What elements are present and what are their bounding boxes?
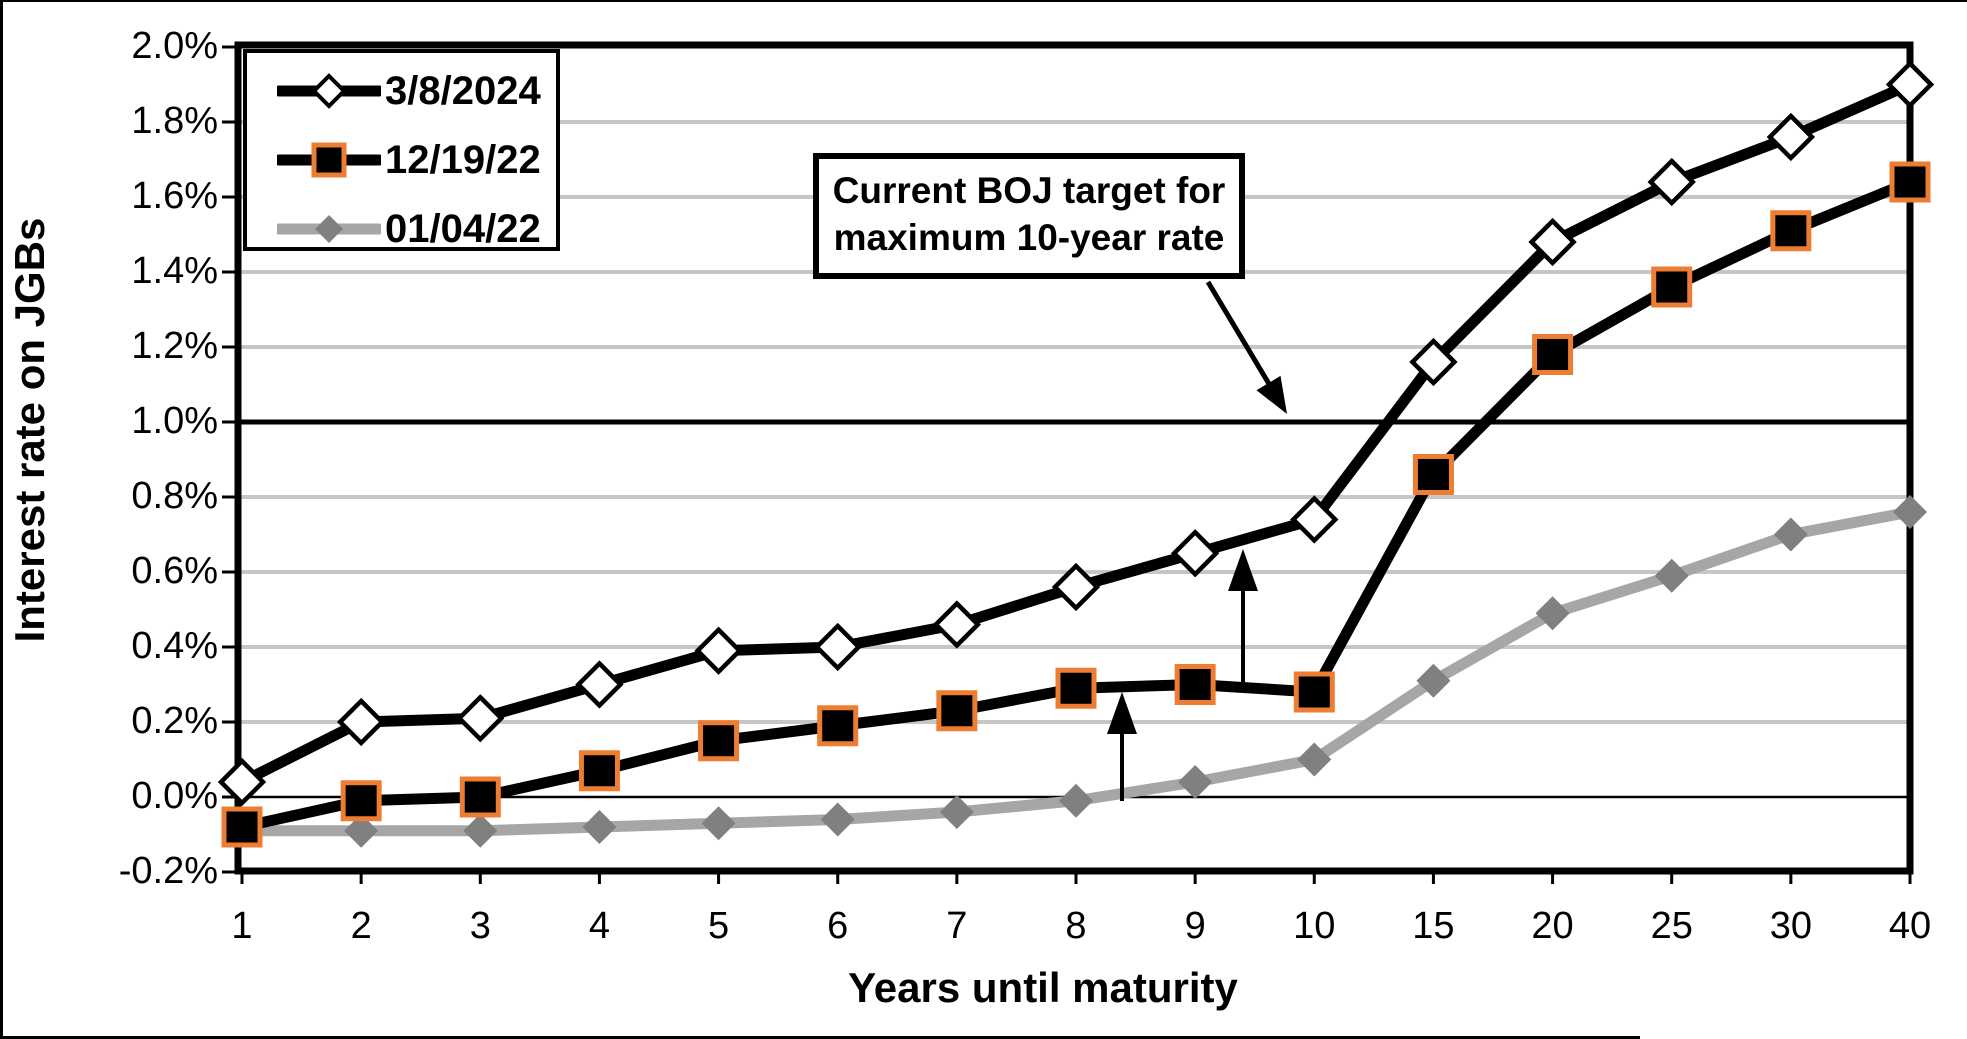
marker-diamond: [701, 806, 736, 841]
y-tick-label: 1.4%: [131, 250, 218, 292]
image-border-top: [0, 0, 1967, 2]
marker-diamond: [344, 813, 379, 848]
legend-item: 3/8/2024: [277, 63, 541, 119]
marker-square: [936, 690, 978, 732]
marker-diamond: [1297, 742, 1332, 777]
y-tick-label: 1.0%: [131, 400, 218, 442]
image-border-bottom: [0, 1036, 1640, 1039]
legend-label: 12/19/22: [385, 137, 541, 182]
marker-square: [698, 720, 740, 762]
marker-diamond: [1535, 596, 1570, 631]
marker-square: [1293, 671, 1335, 713]
marker-diamond: [1416, 663, 1451, 698]
x-tick-label: 40: [1888, 905, 1932, 947]
x-tick-label: 1: [231, 905, 253, 947]
x-tick-label: 25: [1650, 905, 1693, 947]
marker-open-diamond: [1885, 60, 1935, 109]
marker-square: [1770, 210, 1812, 252]
x-axis-title: Years until maturity: [848, 964, 1238, 1011]
shift-arrow-2-head: [1228, 549, 1258, 591]
legend-item: 01/04/22: [277, 201, 541, 257]
legend-label: 3/8/2024: [385, 68, 541, 113]
x-tick-label: 3: [469, 905, 491, 947]
marker-square: [1889, 161, 1931, 203]
marker-diamond: [1773, 517, 1808, 552]
annotation-text-line1: Current BOJ target for: [832, 170, 1226, 211]
marker-open-diamond: [694, 626, 743, 675]
marker-open-diamond: [813, 622, 862, 672]
plot-border: [234, 41, 1914, 875]
x-tick-label: 20: [1531, 905, 1574, 947]
legend-label: 01/04/22: [385, 206, 541, 251]
marker-open-diamond: [1290, 495, 1339, 544]
annotation-arrow-head: [1256, 375, 1287, 414]
marker-square: [221, 806, 263, 848]
y-tick-label: 1.2%: [131, 325, 218, 367]
x-tick-label: 10: [1293, 905, 1336, 947]
marker-diamond: [582, 810, 617, 844]
y-tick-label: 0.4%: [131, 625, 218, 667]
marker-open-diamond: [932, 600, 982, 649]
marker-square: [459, 776, 501, 818]
marker-open-diamond: [336, 697, 386, 747]
x-tick-label: 6: [827, 905, 849, 947]
marker-open-diamond: [217, 757, 267, 807]
y-tick-label: 1.6%: [131, 175, 218, 217]
legend-item: 12/19/22: [277, 132, 541, 188]
y-tick-label: -0.2%: [118, 850, 218, 892]
legend-marker-gray-diamond: [277, 215, 381, 243]
annotation-text-line2: maximum 10-year rate: [833, 217, 1225, 258]
marker-diamond: [1178, 765, 1213, 799]
shift-arrow-1-head: [1107, 692, 1137, 734]
marker-open-diamond: [456, 694, 505, 743]
marker-diamond: [820, 802, 855, 837]
marker-open-diamond: [1051, 562, 1101, 612]
marker-square: [1055, 667, 1097, 709]
x-tick-label: 30: [1769, 905, 1812, 947]
marker-open-diamond: [1170, 529, 1220, 578]
y-tick-label: 0.6%: [131, 550, 218, 592]
annotation-arrow-shaft: [1205, 280, 1273, 388]
y-tick-label: 0.8%: [131, 475, 218, 517]
marker-diamond: [1654, 558, 1689, 593]
marker-square: [1174, 664, 1216, 705]
x-tick-label: 4: [588, 905, 610, 947]
marker-square: [1412, 454, 1454, 495]
x-tick-label: 15: [1412, 905, 1455, 947]
legend: 3/8/2024 12/19/22 01/04/22: [243, 49, 560, 251]
y-tick-label: 0.2%: [131, 700, 218, 742]
marker-square: [1532, 334, 1574, 375]
marker-square: [817, 705, 859, 747]
y-tick-label: 2.0%: [131, 25, 218, 67]
marker-open-diamond: [575, 660, 624, 709]
marker-square: [1651, 266, 1693, 308]
x-tick-label: 5: [707, 905, 730, 947]
x-tick-label: 8: [1065, 905, 1087, 947]
marker-open-diamond: [1647, 157, 1696, 207]
marker-open-diamond: [1409, 337, 1458, 387]
legend-marker-square: [277, 142, 381, 178]
marker-diamond: [939, 795, 974, 829]
x-tick-label: 2: [350, 905, 372, 947]
marker-square: [340, 780, 382, 822]
x-tick-label: 7: [946, 905, 968, 947]
marker-diamond: [1893, 495, 1927, 529]
marker-square: [578, 750, 620, 792]
image-border-left: [0, 0, 3, 1039]
x-tick-label: 9: [1184, 905, 1206, 947]
marker-diamond: [1059, 783, 1093, 818]
marker-open-diamond: [1528, 217, 1577, 267]
annotation-box: Current BOJ target for maximum 10-year r…: [813, 153, 1245, 279]
y-tick-label: 1.8%: [131, 100, 218, 142]
marker-diamond: [463, 813, 498, 848]
legend-marker-open-diamond: [277, 73, 381, 109]
y-tick-label: 0.0%: [131, 775, 218, 817]
marker-open-diamond: [1766, 112, 1816, 162]
